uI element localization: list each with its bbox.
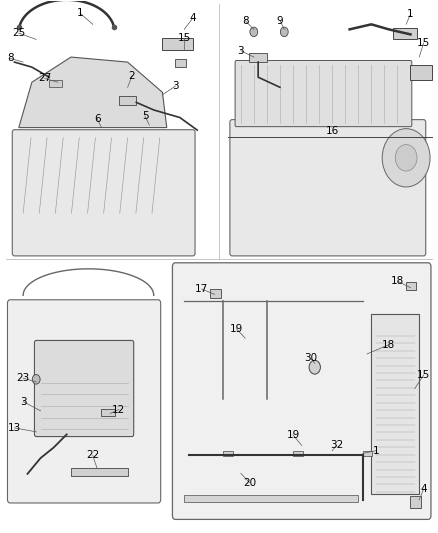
FancyBboxPatch shape (12, 130, 195, 256)
Bar (410, 65, 432, 80)
Bar (250, 53, 267, 62)
Text: 1: 1 (407, 9, 414, 19)
Text: 17: 17 (195, 284, 208, 294)
Bar (102, 409, 115, 416)
Text: 19: 19 (286, 430, 300, 440)
FancyBboxPatch shape (235, 61, 412, 127)
Text: 18: 18 (391, 276, 404, 286)
Circle shape (32, 375, 40, 384)
Bar (162, 38, 193, 50)
Polygon shape (19, 57, 167, 127)
Bar (363, 451, 372, 456)
Text: 3: 3 (20, 397, 26, 407)
Text: 8: 8 (242, 15, 248, 26)
Text: 30: 30 (304, 353, 317, 363)
Text: 1: 1 (76, 8, 83, 18)
Text: 6: 6 (94, 114, 100, 124)
FancyBboxPatch shape (35, 341, 134, 437)
Text: 19: 19 (230, 324, 243, 334)
Text: 5: 5 (142, 111, 148, 121)
Text: 23: 23 (17, 373, 30, 383)
Bar (119, 96, 136, 105)
Bar (184, 495, 358, 503)
Bar (223, 451, 233, 456)
Circle shape (382, 128, 430, 187)
Bar (293, 451, 303, 456)
Text: 1: 1 (372, 446, 379, 456)
Text: 4: 4 (420, 484, 427, 494)
Circle shape (250, 27, 258, 37)
Text: 18: 18 (382, 340, 396, 350)
Bar (210, 289, 221, 298)
Bar (71, 468, 127, 477)
Text: 15: 15 (417, 38, 430, 48)
Text: 27: 27 (38, 74, 52, 84)
FancyBboxPatch shape (173, 263, 431, 520)
Text: 12: 12 (112, 405, 126, 415)
Bar (176, 59, 186, 67)
Text: 32: 32 (330, 440, 343, 450)
Text: 13: 13 (8, 423, 21, 433)
Text: 16: 16 (325, 126, 339, 136)
Bar (410, 496, 421, 508)
Bar (406, 282, 416, 290)
Bar (371, 314, 419, 495)
Bar (393, 28, 417, 39)
Circle shape (309, 360, 321, 374)
Text: 3: 3 (237, 46, 244, 56)
Bar (49, 80, 62, 87)
Text: 8: 8 (7, 53, 14, 63)
Text: 2: 2 (129, 71, 135, 81)
Text: 15: 15 (177, 33, 191, 43)
Circle shape (395, 144, 417, 171)
FancyBboxPatch shape (7, 300, 161, 503)
Text: 22: 22 (86, 450, 99, 461)
Text: 3: 3 (172, 81, 179, 91)
Circle shape (280, 27, 288, 37)
FancyBboxPatch shape (230, 119, 426, 256)
Text: 20: 20 (243, 478, 256, 488)
Text: 4: 4 (190, 13, 196, 23)
Text: 15: 15 (417, 370, 430, 380)
Text: 25: 25 (12, 28, 25, 38)
Text: 9: 9 (277, 15, 283, 26)
